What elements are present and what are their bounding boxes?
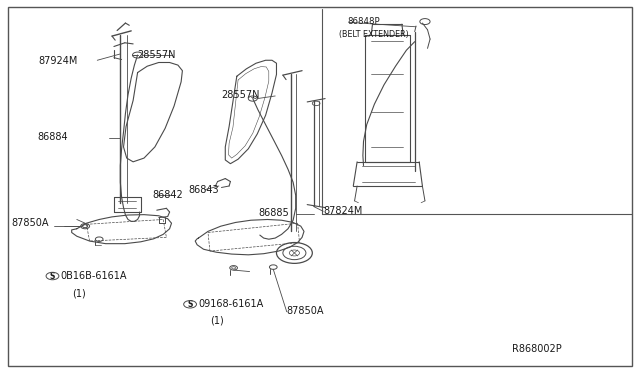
Text: S: S: [50, 272, 55, 280]
Text: 28557N: 28557N: [221, 90, 259, 100]
Text: (1): (1): [72, 288, 85, 298]
Text: 09168-6161A: 09168-6161A: [198, 299, 264, 309]
Text: (1): (1): [210, 316, 223, 326]
Text: R868002P: R868002P: [512, 344, 562, 354]
Text: 86884: 86884: [37, 132, 68, 142]
Text: 0B16B-6161A: 0B16B-6161A: [61, 271, 127, 281]
Text: 87824M: 87824M: [324, 206, 364, 216]
Text: 28557N: 28557N: [138, 50, 176, 60]
Text: 87850A: 87850A: [287, 306, 324, 315]
Text: 86843: 86843: [189, 185, 220, 195]
Text: 87850A: 87850A: [12, 218, 49, 228]
Text: 87924M: 87924M: [38, 56, 78, 65]
Text: 86842: 86842: [152, 190, 183, 200]
Text: S: S: [188, 300, 193, 309]
Text: 86848P: 86848P: [348, 17, 380, 26]
Text: (BELT EXTENDER): (BELT EXTENDER): [339, 30, 409, 39]
Text: 86885: 86885: [258, 208, 289, 218]
